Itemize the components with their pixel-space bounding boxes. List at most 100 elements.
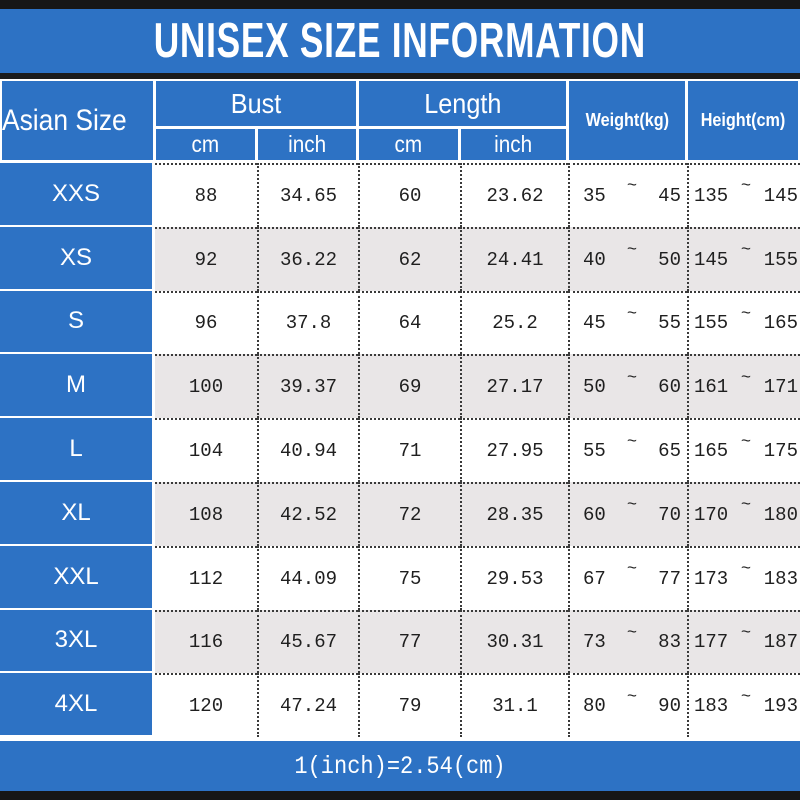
- tilde-separator: ~: [740, 177, 752, 197]
- length-inch-value: 27.95: [460, 418, 568, 482]
- size-label: M: [0, 354, 155, 419]
- tilde-separator: ~: [740, 304, 752, 324]
- length-cm-value: 75: [358, 545, 460, 610]
- height-max-value: 180: [763, 503, 798, 526]
- height-max-value: 193: [763, 695, 798, 718]
- height-range: 155 ~ 165: [687, 290, 800, 355]
- bust-cm-value: 88: [155, 163, 257, 227]
- bust-inch-value: 45.67: [257, 609, 358, 674]
- weight-max-value: 77: [658, 567, 681, 590]
- header-weight-label: Weight(kg): [585, 110, 669, 130]
- header-bust-cm-label: cm: [191, 131, 220, 157]
- height-min-value: 145: [694, 248, 729, 271]
- size-label: XS: [0, 226, 155, 291]
- tilde-separator: ~: [626, 432, 638, 452]
- size-label: XXL: [0, 545, 155, 610]
- length-cm-value: 60: [358, 163, 460, 227]
- table-row: L 104 40.94 71 27.95 55 ~ 65 165 ~ 175: [0, 418, 800, 482]
- header-bust-label: Bust: [230, 87, 282, 119]
- conversion-note: 1(inch)=2.54(cm): [294, 751, 506, 781]
- header-asian-size: Asian Size: [2, 81, 153, 160]
- height-range: 177 ~ 187: [687, 609, 800, 674]
- length-inch-value: 27.17: [460, 354, 568, 419]
- weight-max-value: 70: [658, 503, 681, 526]
- table-rows: XXS 88 34.65 60 23.62 35 ~ 45 135 ~ 145 …: [0, 163, 800, 738]
- height-range: 145 ~ 155: [687, 226, 800, 291]
- height-range: 183 ~ 193: [687, 673, 800, 738]
- tilde-separator: ~: [626, 304, 638, 324]
- length-cm-value: 62: [358, 226, 460, 291]
- size-label: 3XL: [0, 609, 155, 674]
- weight-min-value: 80: [583, 695, 606, 718]
- weight-range: 45 ~ 55: [568, 290, 687, 355]
- table-row: XL 108 42.52 72 28.35 60 ~ 70 170 ~ 180: [0, 481, 800, 546]
- bust-cm-value: 108: [155, 481, 257, 546]
- tilde-separator: ~: [740, 560, 752, 580]
- weight-range: 35 ~ 45: [568, 163, 687, 227]
- footer-bar: 1(inch)=2.54(cm): [0, 741, 800, 792]
- header-weight: Weight(kg): [569, 81, 685, 160]
- weight-min-value: 73: [583, 631, 606, 654]
- size-label: XXS: [0, 163, 155, 227]
- length-cm-value: 71: [358, 418, 460, 482]
- header-bust-inch-label: inch: [288, 131, 326, 157]
- table-row: XXS 88 34.65 60 23.62 35 ~ 45 135 ~ 145: [0, 163, 800, 227]
- tilde-separator: ~: [626, 560, 638, 580]
- bust-cm-value: 116: [155, 609, 257, 674]
- weight-range: 80 ~ 90: [568, 673, 687, 738]
- height-min-value: 161: [694, 376, 729, 399]
- height-min-value: 155: [694, 312, 729, 335]
- height-min-value: 173: [694, 567, 729, 590]
- height-max-value: 145: [763, 184, 798, 207]
- bust-inch-value: 37.8: [257, 290, 358, 355]
- weight-min-value: 40: [583, 248, 606, 271]
- height-min-value: 177: [694, 631, 729, 654]
- weight-max-value: 83: [658, 631, 681, 654]
- length-inch-value: 25.2: [460, 290, 568, 355]
- bust-inch-value: 44.09: [257, 545, 358, 610]
- weight-min-value: 50: [583, 376, 606, 399]
- height-min-value: 183: [694, 695, 729, 718]
- size-label: L: [0, 418, 155, 482]
- table-row: 3XL 116 45.67 77 30.31 73 ~ 83 177 ~ 187: [0, 609, 800, 674]
- header-height-label: Height(cm): [700, 110, 786, 130]
- bust-inch-value: 47.24: [257, 673, 358, 738]
- height-max-value: 175: [763, 440, 798, 463]
- height-max-value: 171: [763, 376, 798, 399]
- height-range: 173 ~ 183: [687, 545, 800, 610]
- header-bust: Bust: [156, 81, 356, 126]
- tilde-separator: ~: [626, 496, 638, 516]
- weight-min-value: 45: [583, 312, 606, 335]
- height-max-value: 155: [763, 248, 798, 271]
- height-min-value: 170: [694, 503, 729, 526]
- bust-inch-value: 34.65: [257, 163, 358, 227]
- bust-cm-value: 92: [155, 226, 257, 291]
- tilde-separator: ~: [740, 623, 752, 643]
- weight-max-value: 55: [658, 312, 681, 335]
- weight-min-value: 35: [583, 184, 606, 207]
- length-inch-value: 23.62: [460, 163, 568, 227]
- weight-range: 40 ~ 50: [568, 226, 687, 291]
- bust-inch-value: 39.37: [257, 354, 358, 419]
- weight-min-value: 67: [583, 567, 606, 590]
- bust-cm-value: 112: [155, 545, 257, 610]
- height-min-value: 135: [694, 184, 729, 207]
- length-cm-value: 77: [358, 609, 460, 674]
- bust-cm-value: 100: [155, 354, 257, 419]
- weight-min-value: 55: [583, 440, 606, 463]
- height-range: 161 ~ 171: [687, 354, 800, 419]
- weight-range: 55 ~ 65: [568, 418, 687, 482]
- header-bust-inch: inch: [258, 129, 356, 160]
- header-length-cm-label: cm: [394, 131, 423, 157]
- header-length-label: Length: [423, 87, 502, 119]
- bust-inch-value: 42.52: [257, 481, 358, 546]
- header-bust-cm: cm: [156, 129, 255, 160]
- bust-inch-value: 40.94: [257, 418, 358, 482]
- header-length-inch-label: inch: [494, 131, 533, 157]
- height-max-value: 165: [763, 312, 798, 335]
- length-cm-value: 79: [358, 673, 460, 738]
- length-cm-value: 69: [358, 354, 460, 419]
- weight-range: 73 ~ 83: [568, 609, 687, 674]
- tilde-separator: ~: [740, 687, 752, 707]
